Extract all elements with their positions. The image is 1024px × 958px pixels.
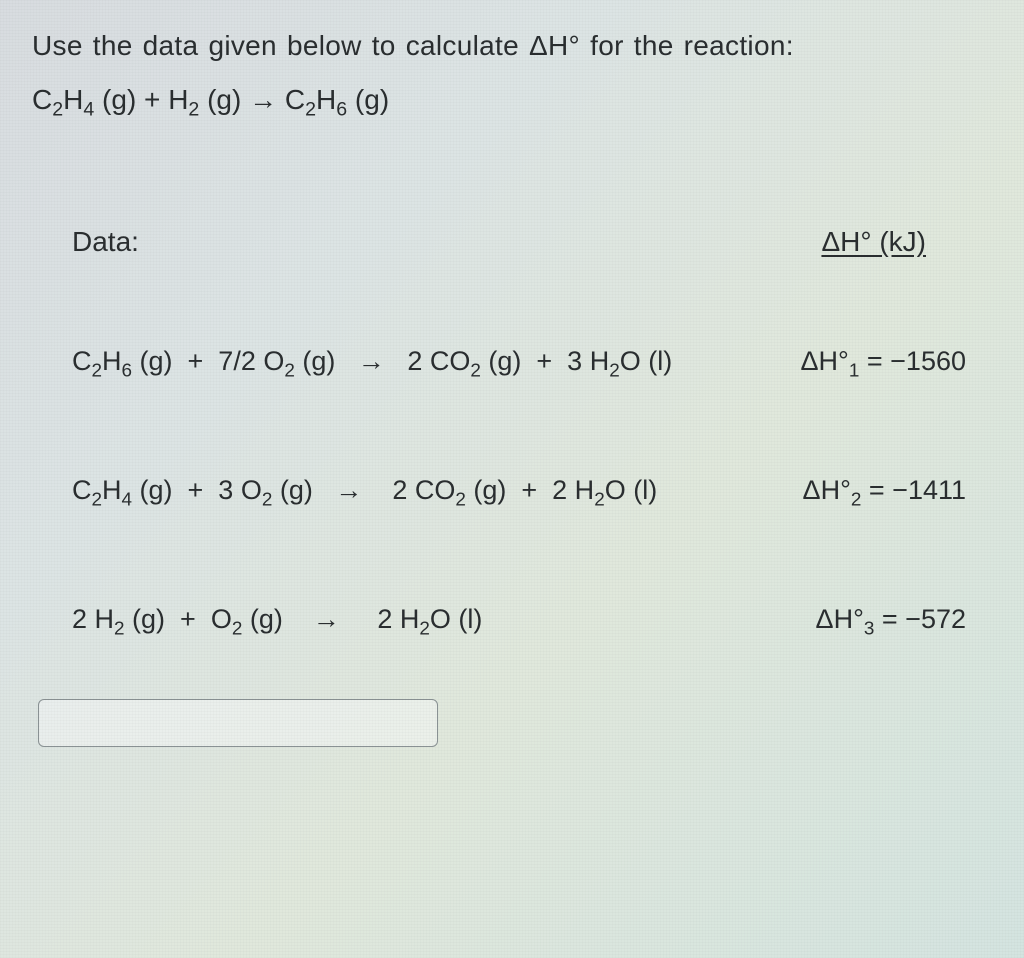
- answer-input[interactable]: [38, 699, 438, 747]
- target-reaction: C2H4 (g) + H2 (g) → C2H6 (g): [32, 84, 984, 116]
- dh-number: −1411: [892, 475, 966, 505]
- question-prompt: Use the data given below to calculate ΔH…: [32, 30, 984, 62]
- reaction-dh: ΔH°1 = −1560: [801, 346, 966, 377]
- dh-column-header: ΔH° (kJ): [821, 226, 926, 258]
- dh-label: ΔH°3 =: [816, 604, 906, 634]
- reaction-equation: C2H6 (g) + 7/2 O2 (g) → 2 CO2 (g) + 3 H2…: [72, 346, 672, 377]
- reaction-equation: 2 H2 (g) + O2 (g) → 2 H2O (l): [72, 604, 482, 635]
- reaction-row-2: C2H4 (g) + 3 O2 (g) → 2 CO2 (g) + 2 H2O …: [32, 475, 984, 506]
- reaction-equation: C2H4 (g) + 3 O2 (g) → 2 CO2 (g) + 2 H2O …: [72, 475, 657, 506]
- data-label: Data:: [72, 226, 139, 258]
- dh-label: ΔH°1 =: [801, 346, 891, 376]
- reaction-row-1: C2H6 (g) + 7/2 O2 (g) → 2 CO2 (g) + 3 H2…: [32, 346, 984, 377]
- reaction-dh: ΔH°2 = −1411: [803, 475, 966, 506]
- dh-number: −1560: [890, 346, 966, 376]
- dh-number: −572: [905, 604, 966, 634]
- dh-label: ΔH°2 =: [803, 475, 893, 505]
- reaction-dh: ΔH°3 = −572: [816, 604, 966, 635]
- reaction-row-3: 2 H2 (g) + O2 (g) → 2 H2O (l) ΔH°3 = −57…: [32, 604, 984, 635]
- data-header-row: Data: ΔH° (kJ): [32, 226, 984, 258]
